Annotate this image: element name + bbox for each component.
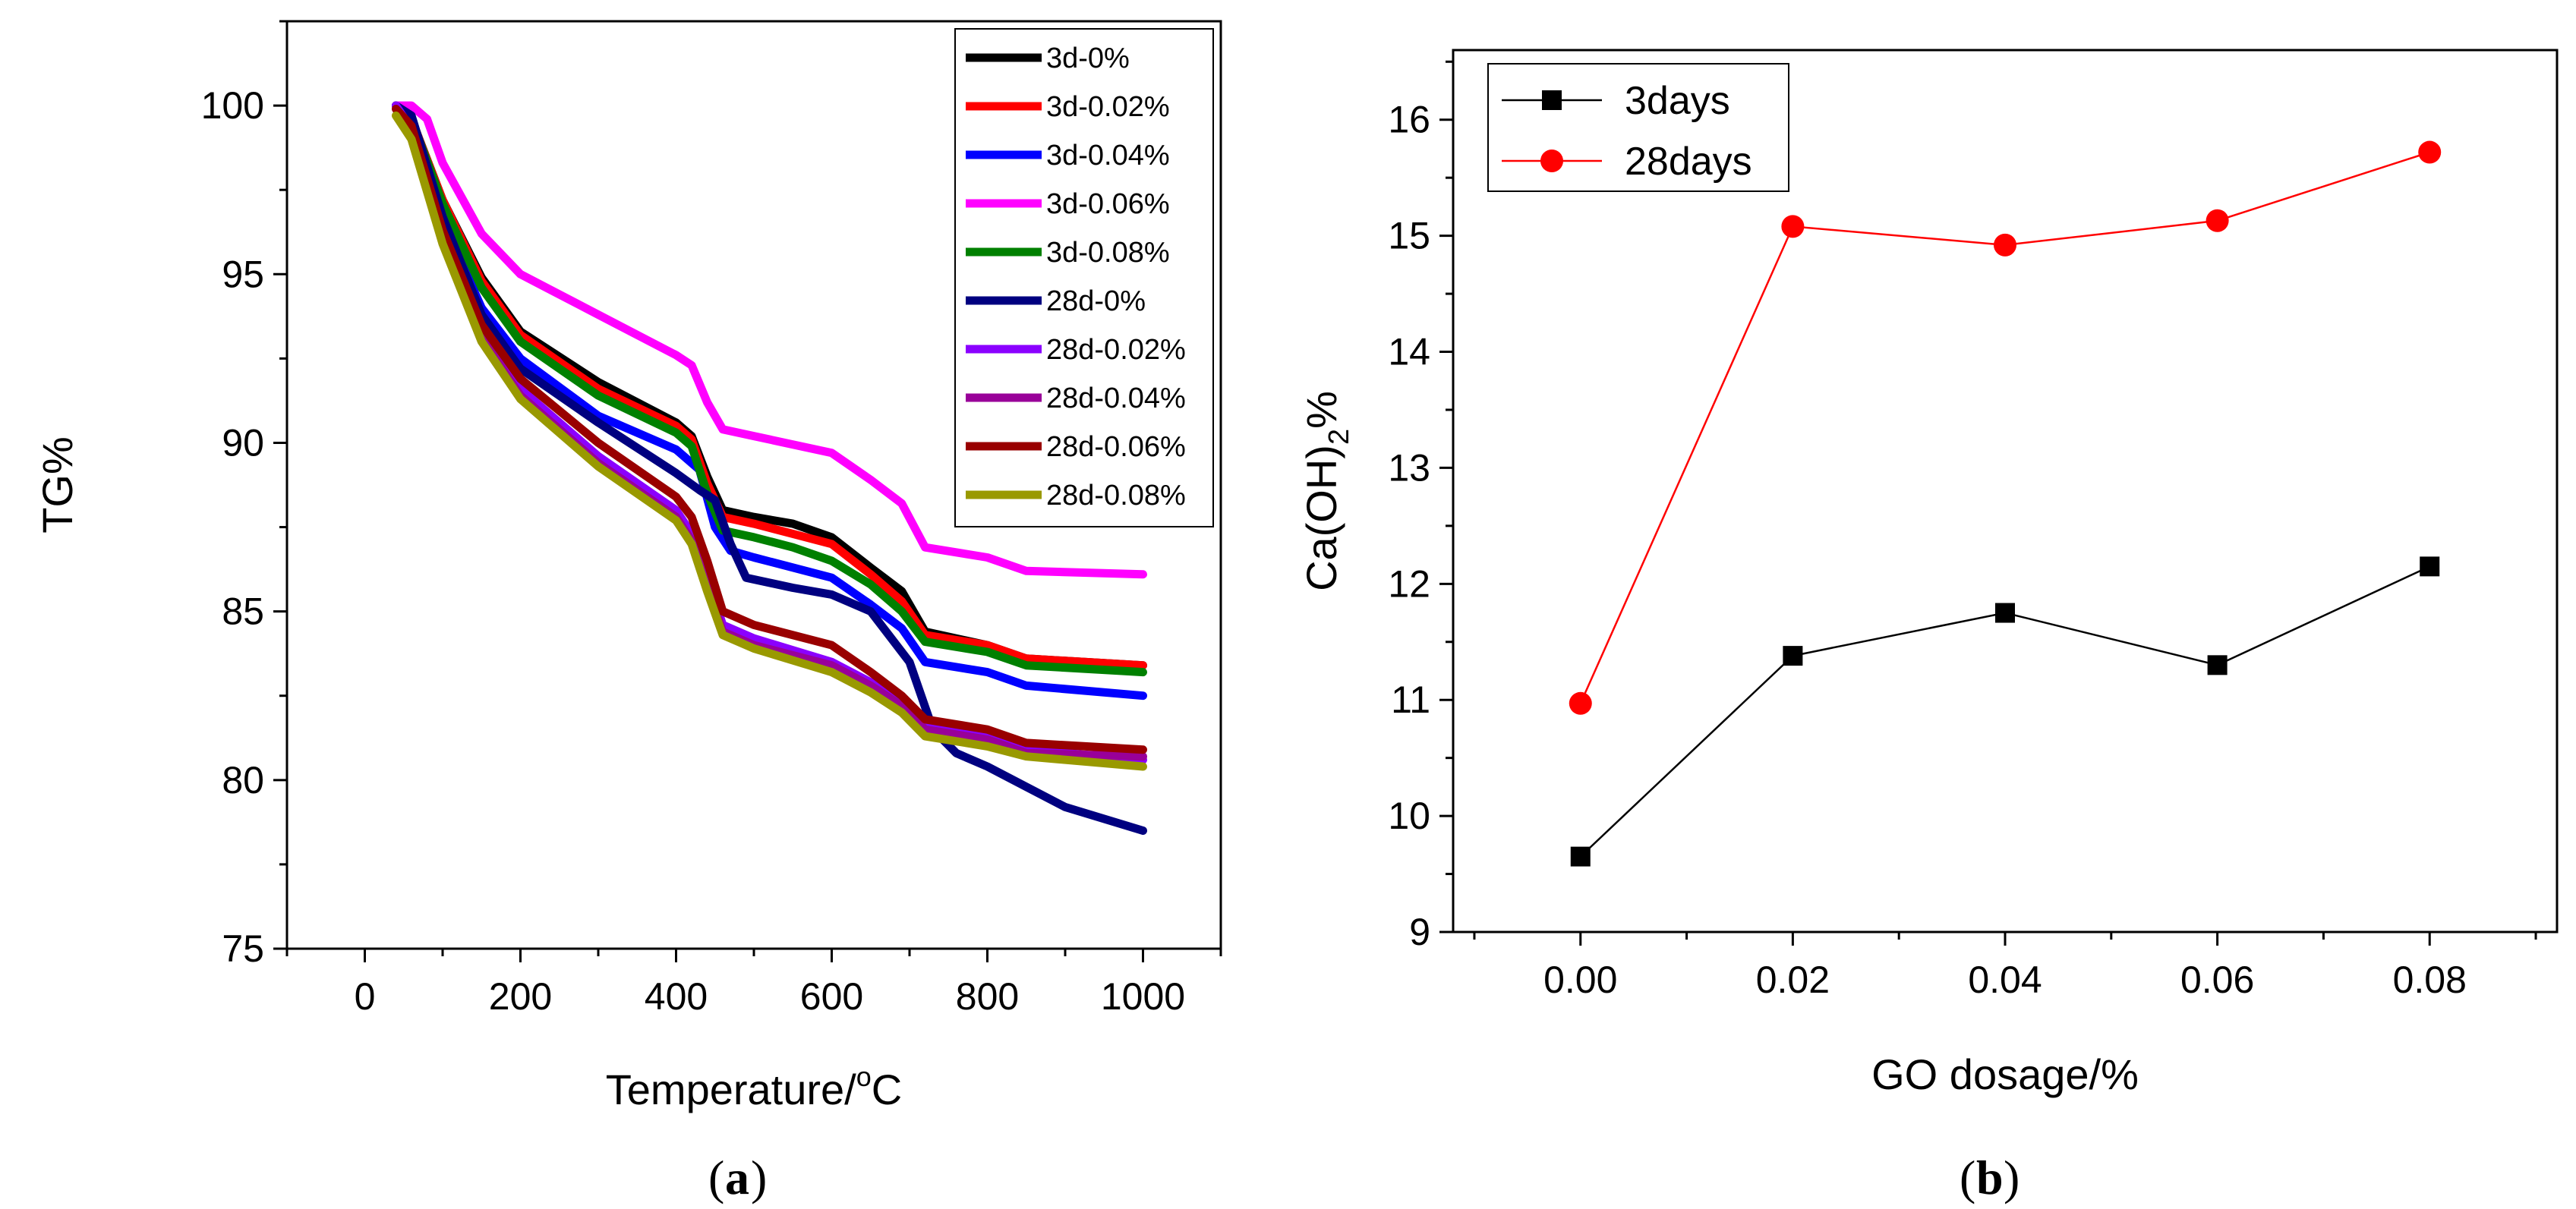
legend-box-b [1487, 63, 1789, 192]
y-tick-label-a: 80 [222, 759, 264, 801]
legend-marker-b [1542, 90, 1562, 110]
legend-label-a: 3d-0% [1046, 43, 1130, 74]
data-point-28days [1569, 691, 1592, 715]
data-point-28days [2206, 209, 2229, 232]
data-point-3days [2420, 556, 2440, 577]
panel-label-b-open: ( [1960, 1151, 1975, 1204]
x-axis-label-b: GO dosage/% [1871, 1050, 2139, 1098]
y-tick-label-a: 95 [222, 253, 264, 295]
x-axis-label-a: Temperature/oC [606, 1061, 902, 1113]
x-tick-label-a: 0 [355, 975, 376, 1018]
y-axis-label-b: Ca(OH)2% [1297, 391, 1355, 591]
y-tick-label-b: 10 [1388, 795, 1430, 837]
legend-label-a: 3d-0.06% [1046, 188, 1170, 220]
data-point-3days [1783, 646, 1803, 666]
y-tick-label-b: 12 [1388, 562, 1430, 605]
y-tick-label-b: 14 [1388, 331, 1430, 373]
data-point-28days [1781, 215, 1805, 238]
y-tick-label-b: 11 [1391, 678, 1430, 721]
x-tick-label-b: 0.08 [2393, 959, 2467, 1001]
data-point-3days [2207, 655, 2228, 675]
panel-label-a-open: ( [708, 1151, 724, 1204]
legend-label-a: 28d-0.06% [1046, 431, 1186, 463]
legend-label-a: 28d-0.08% [1046, 480, 1186, 512]
data-point-28days [1994, 233, 2016, 257]
y-tick-label-a: 75 [222, 927, 264, 970]
data-point-28days [2418, 140, 2442, 164]
legend-label-a: 3d-0.08% [1046, 237, 1170, 269]
chart-b: 0.00 0.02 0.04 0.06 0.08 9 10 11 12 13 14 15 16 GO do… [1297, 49, 2559, 1204]
data-point-3days [1570, 846, 1591, 867]
x-tick-label-a: 1000 [1101, 975, 1185, 1018]
y-tick-label-b: 13 [1388, 446, 1430, 489]
panel-label-b: b [1976, 1151, 2004, 1204]
legend-label-a: 28d-0.02% [1046, 334, 1186, 366]
legend-label-a: 3d-0.02% [1046, 91, 1170, 123]
panel-label-a-close: ) [751, 1151, 767, 1204]
legend-label-b: 3days [1625, 79, 1730, 123]
y-tick-label-b: 16 [1388, 99, 1430, 141]
x-tick-label-b: 0.02 [1756, 959, 1830, 1001]
x-tick-label-b: 0.04 [1968, 959, 2042, 1001]
legend-label-a: 28d-0.04% [1046, 383, 1186, 414]
x-tick-label-b: 0.00 [1543, 959, 1617, 1001]
x-tick-label-a: 200 [489, 975, 552, 1018]
y-tick-label-a: 85 [222, 590, 264, 633]
y-tick-label-a: 90 [222, 421, 264, 464]
legend-label-a: 28d-0% [1046, 285, 1146, 317]
panel-label-a: a [725, 1151, 749, 1204]
legend-label-a: 3d-0.04% [1046, 140, 1170, 172]
y-tick-label-b: 15 [1388, 215, 1430, 257]
series-line-3d-0.06% [392, 101, 1147, 579]
y-tick-label-b: 9 [1409, 911, 1430, 953]
legend-label-b: 28days [1625, 140, 1752, 184]
series-line-28d-0.08% [392, 111, 1147, 771]
x-tick-label-b: 0.06 [2180, 959, 2254, 1001]
series-line-28d-0% [392, 101, 1147, 835]
chart-a: 0 200 400 600 800 1000 75 80 85 90 95 100 Temperatur… [33, 20, 1222, 1204]
y-tick-label-a: 100 [201, 84, 264, 127]
x-tick-label-a: 600 [800, 975, 863, 1018]
legend-marker-b [1540, 150, 1563, 172]
x-tick-label-a: 800 [956, 975, 1019, 1018]
series-line-28d-0.06% [392, 105, 1147, 754]
data-point-3days [1995, 603, 2015, 623]
x-tick-label-a: 400 [645, 975, 708, 1018]
panel-label-b-close: ) [2004, 1151, 2019, 1204]
y-axis-label-a: TG% [33, 436, 81, 534]
